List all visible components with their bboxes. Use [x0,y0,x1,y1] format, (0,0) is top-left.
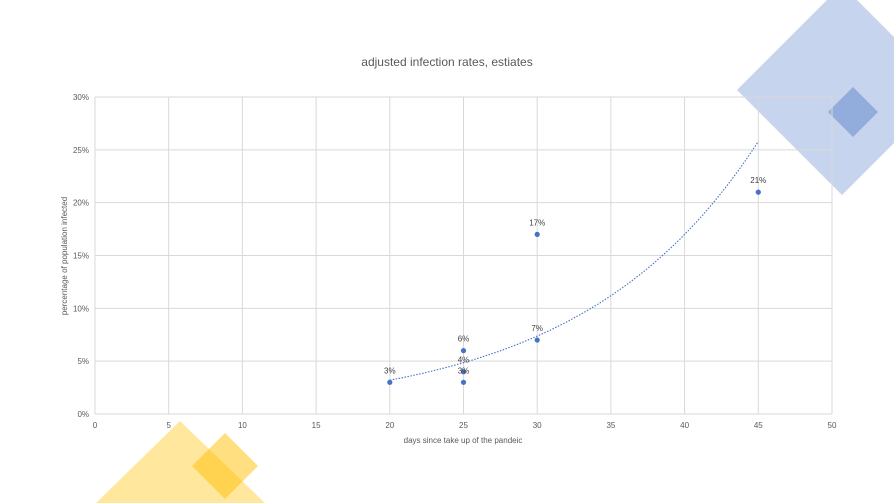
data-point-0 [387,379,393,385]
data-point-2 [460,369,467,375]
y-tick-label: 20% [73,199,89,208]
data-label-5: 7% [531,324,543,333]
y-axis-ticks: 0% 5% 10% 15% 20% 25% 30% [73,93,89,419]
data-point-4 [534,231,540,237]
y-tick-label: 15% [73,252,89,261]
y-tick-label: 10% [73,304,89,313]
x-tick-label: 5 [166,421,171,430]
data-label-3: 3% [458,366,470,375]
data-point-5 [534,337,540,343]
x-tick-label: 10 [238,421,247,430]
data-point-3 [460,379,467,385]
x-axis-ticks: 0 5 10 15 20 25 30 35 40 45 50 [93,421,837,430]
x-tick-label: 15 [312,421,321,430]
x-axis-title: days since take up of the pandeic [404,436,523,445]
data-labels: 3%6%4%3%17%7%21% [384,176,766,375]
exponential-trendline [389,141,759,381]
yellow-diamond-small [192,433,258,499]
data-label-6: 21% [750,176,766,185]
data-points [387,189,761,385]
data-label-1: 6% [458,335,470,344]
grid-lines [94,96,833,415]
blue-diamond-small [828,87,878,137]
x-tick-label: 45 [754,421,763,430]
x-tick-label: 20 [385,421,394,430]
x-tick-label: 50 [828,421,837,430]
y-tick-label: 25% [73,146,89,155]
data-label-0: 3% [384,366,396,375]
x-tick-label: 30 [533,421,542,430]
y-tick-label: 5% [77,357,89,366]
y-tick-label: 0% [77,410,89,419]
data-label-4: 17% [529,218,545,227]
y-axis-title: percentage of population infected [60,197,69,315]
chart-title: adjusted infection rates, estiates [361,55,532,69]
data-label-2: 4% [458,356,470,365]
x-tick-label: 40 [680,421,689,430]
x-tick-label: 0 [93,421,98,430]
data-point-6 [755,189,761,195]
y-tick-label: 30% [73,93,89,102]
data-point-1 [460,348,467,354]
x-tick-label: 35 [606,421,615,430]
x-tick-label: 25 [459,421,468,430]
